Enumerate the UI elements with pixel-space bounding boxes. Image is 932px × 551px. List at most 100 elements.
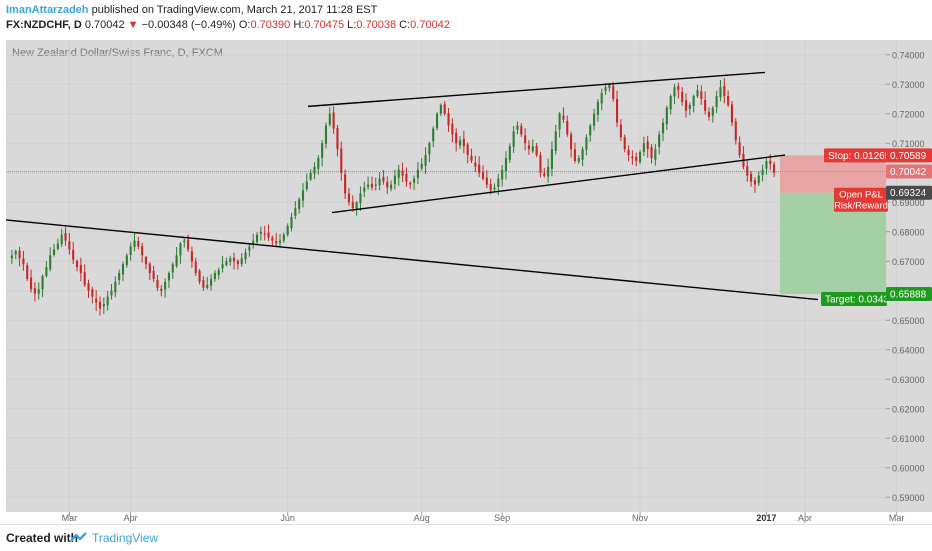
candle-body <box>18 250 21 259</box>
candle-body <box>485 177 488 185</box>
change-arrow-icon: ▼ <box>127 19 139 31</box>
candle <box>275 232 278 248</box>
candle <box>566 115 569 137</box>
candle <box>435 112 439 131</box>
candle <box>225 257 228 267</box>
candle-body <box>531 146 534 152</box>
candle-body <box>298 199 301 209</box>
risk-reward-zones <box>780 155 886 295</box>
candle-body <box>183 240 186 243</box>
candle <box>217 267 220 280</box>
y-tick-label: 0.73000 <box>892 80 925 90</box>
tradingview-link[interactable]: TradingView <box>92 531 159 545</box>
candle <box>68 233 71 255</box>
candle <box>374 177 377 191</box>
candle <box>600 88 603 111</box>
candle <box>428 141 431 163</box>
candle <box>439 103 442 117</box>
candle-body <box>455 132 458 144</box>
last-price: 0.70042 <box>84 19 125 31</box>
target-label: Target: 0.0343 <box>825 295 889 306</box>
candle-body <box>259 231 262 234</box>
target-price-label: 0.65888 <box>890 290 927 301</box>
candle-body <box>49 255 52 270</box>
candle <box>83 264 86 287</box>
candle-body <box>623 137 626 150</box>
candle <box>397 164 400 186</box>
created-with-text: Created with <box>6 531 79 545</box>
candle-body <box>118 273 121 281</box>
price-change: −0.00348 (−0.49%) <box>141 19 236 31</box>
long-term-trendline <box>5 219 819 301</box>
candle <box>750 170 753 187</box>
close-value: 0.70042 <box>410 19 450 31</box>
candle <box>332 106 335 134</box>
candle <box>562 107 565 124</box>
candle-body <box>504 158 508 172</box>
candle-body <box>608 84 611 88</box>
candle-body <box>56 243 59 249</box>
x-tick-label: Mar <box>889 513 905 523</box>
candle <box>267 224 270 241</box>
candle <box>95 290 98 311</box>
candle <box>585 134 588 156</box>
candle <box>581 146 584 167</box>
candle-body <box>187 239 190 250</box>
pnl-info-line: Risk/Reward <box>834 201 888 212</box>
candle <box>282 232 285 244</box>
candle-body <box>160 288 163 291</box>
x-axis-ticks: Mar Apr Jun Aug Sep Nov 2017 Mar Apr <box>62 512 905 523</box>
chart-title: New Zealand Dollar/Swiss Franc, D, FXCM <box>12 47 223 59</box>
price-chart[interactable]: New Zealand Dollar/Swiss Franc, D, FXCM … <box>0 36 932 524</box>
candle-body <box>478 164 481 173</box>
candle-body <box>661 122 665 134</box>
candle <box>233 252 236 270</box>
candle <box>570 131 573 158</box>
candle <box>91 286 94 304</box>
candle <box>305 173 308 192</box>
y-tick-label: 0.65000 <box>892 316 925 326</box>
y-tick-label: 0.71000 <box>892 139 925 149</box>
candle-body <box>704 99 707 111</box>
candle-body <box>37 289 40 294</box>
candle <box>152 265 155 282</box>
candle-body <box>271 237 274 241</box>
candle-body <box>374 184 377 186</box>
candle-body <box>141 246 144 256</box>
candle-body <box>547 166 550 177</box>
candle-body <box>715 96 718 108</box>
candle-body <box>470 155 473 161</box>
candle <box>635 152 638 167</box>
candle <box>41 274 44 298</box>
candle-body <box>305 181 308 190</box>
tradingview-logo-icon[interactable] <box>70 532 88 547</box>
candle <box>416 161 419 185</box>
candle-body <box>700 91 703 99</box>
candles <box>10 78 776 316</box>
candle-body <box>539 154 542 173</box>
candle-body <box>286 225 289 235</box>
high-value: 0.70475 <box>304 19 345 31</box>
x-tick-label: Sep <box>494 513 510 523</box>
price-axis[interactable] <box>886 40 932 512</box>
candle-body <box>432 128 435 142</box>
candle-body <box>60 234 63 244</box>
candle <box>175 247 178 268</box>
candle-body <box>198 270 201 282</box>
pnl-info-badge <box>834 187 888 212</box>
candle <box>524 128 527 151</box>
author-link[interactable]: ImanAttarzadeh <box>6 4 89 16</box>
stop-price-label: 0.70589 <box>890 151 927 162</box>
plot-area[interactable] <box>6 40 886 512</box>
candle <box>405 167 408 187</box>
candle-body <box>512 131 515 147</box>
stop-label: Stop: 0.01265 <box>828 151 891 162</box>
candle <box>344 169 347 199</box>
candle-body <box>275 241 278 244</box>
candle-body <box>321 143 324 158</box>
candle <box>447 108 450 132</box>
candle-body <box>673 87 676 97</box>
candle <box>56 238 59 251</box>
candle-body <box>654 149 657 160</box>
y-tick-label: 0.61000 <box>892 434 925 444</box>
